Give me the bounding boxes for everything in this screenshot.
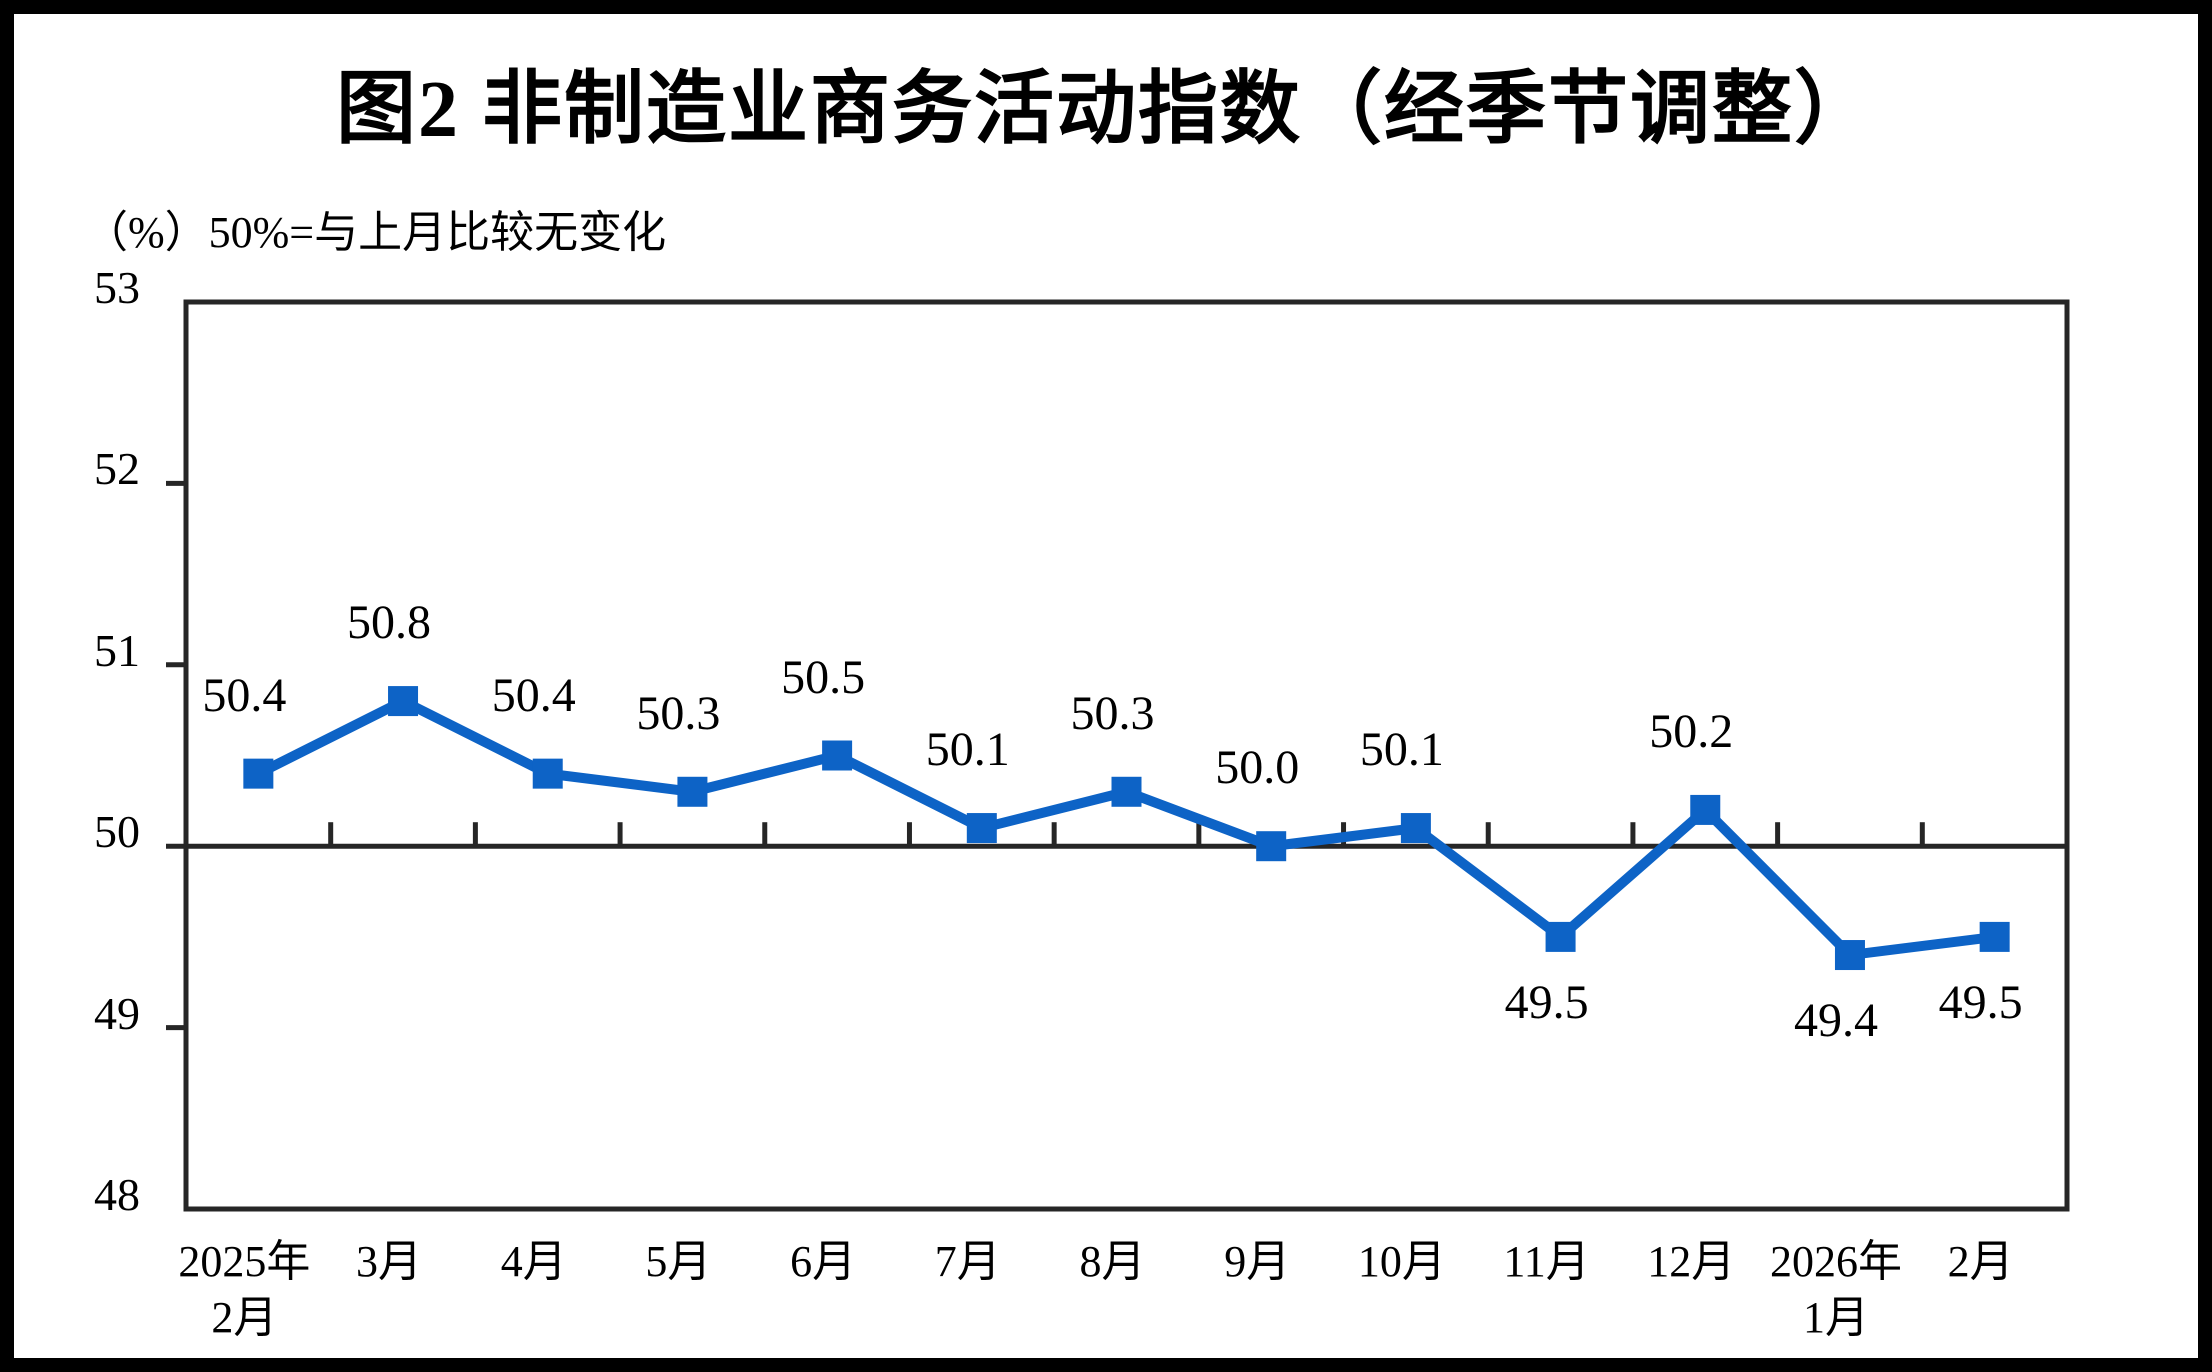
data-point-label: 49.5 bbox=[1504, 975, 1589, 1029]
data-point-label: 50.2 bbox=[1649, 704, 1734, 758]
data-point-marker bbox=[1400, 813, 1431, 844]
x-tick-label: 11月 bbox=[1503, 1237, 1590, 1286]
data-point-label: 50.0 bbox=[1215, 741, 1300, 795]
x-tick-label: 2026年 1月 bbox=[1769, 1237, 1902, 1342]
data-point-label: 50.8 bbox=[347, 596, 432, 650]
data-point-marker bbox=[388, 686, 419, 717]
x-tick-label: 8月 bbox=[1079, 1237, 1146, 1286]
data-point-label: 50.1 bbox=[1359, 723, 1444, 777]
plot-border bbox=[183, 299, 2070, 1212]
x-tick-label: 2月 bbox=[1947, 1237, 2014, 1286]
data-point-marker bbox=[1111, 776, 1142, 807]
data-point-marker bbox=[532, 758, 563, 789]
x-tick-label: 9月 bbox=[1224, 1237, 1291, 1286]
data-point-label: 49.4 bbox=[1793, 994, 1878, 1048]
x-tick-label: 10月 bbox=[1357, 1237, 1446, 1286]
data-point-marker bbox=[677, 776, 708, 807]
data-point-marker bbox=[1834, 940, 1865, 971]
data-point-marker bbox=[1545, 921, 1576, 952]
axis-unit-note: （%）50%=与上月比较无变化 bbox=[84, 208, 667, 257]
x-tick-label: 12月 bbox=[1647, 1237, 1736, 1286]
data-point-marker bbox=[966, 813, 997, 844]
y-tick-label: 48 bbox=[94, 1169, 140, 1220]
data-point-marker bbox=[1979, 921, 2010, 952]
x-tick-label: 6月 bbox=[790, 1237, 857, 1286]
data-point-marker bbox=[243, 758, 274, 789]
data-point-label: 50.3 bbox=[636, 686, 721, 740]
data-point-marker bbox=[1256, 831, 1287, 862]
data-point-label: 50.1 bbox=[925, 723, 1010, 777]
x-tick-label: 7月 bbox=[934, 1237, 1001, 1286]
data-point-marker bbox=[822, 740, 853, 771]
data-point-label: 49.5 bbox=[1938, 975, 2023, 1029]
y-tick-label: 53 bbox=[94, 262, 140, 313]
y-tick-label: 50 bbox=[94, 806, 140, 858]
x-tick-label: 3月 bbox=[356, 1237, 423, 1286]
y-tick-label: 49 bbox=[94, 987, 140, 1039]
y-tick-label: 51 bbox=[94, 624, 140, 676]
chart-title: 图2 非制造业商务活动指数（经季节调整） bbox=[336, 66, 1876, 154]
data-point-label: 50.4 bbox=[202, 668, 287, 722]
x-tick-label: 5月 bbox=[645, 1237, 712, 1286]
line-chart bbox=[166, 299, 2070, 1212]
x-tick-label: 2025年 2月 bbox=[178, 1237, 311, 1342]
y-tick-label: 52 bbox=[94, 443, 140, 495]
data-point-label: 50.3 bbox=[1070, 686, 1155, 740]
x-tick-label: 4月 bbox=[500, 1237, 567, 1286]
data-point-label: 50.4 bbox=[491, 668, 576, 722]
data-point-label: 50.5 bbox=[781, 650, 866, 704]
data-point-marker bbox=[1690, 794, 1721, 825]
